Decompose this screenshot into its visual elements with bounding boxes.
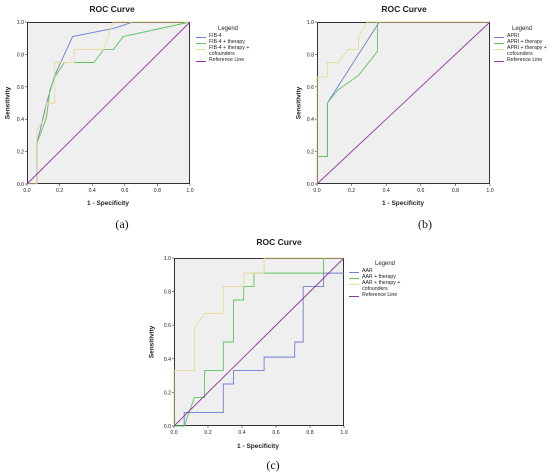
x-tick-label: 0.2 <box>204 430 211 436</box>
y-tick-label: 0.2 <box>17 150 24 156</box>
x-axis-label: 1 - Specificity <box>237 443 279 450</box>
legend-label: Reference Line <box>362 292 398 299</box>
legend-swatch <box>494 36 504 38</box>
chart-title: ROC Curve <box>256 237 302 247</box>
legend-item: Reference Line <box>349 293 421 299</box>
legend-swatch <box>494 42 504 44</box>
legend-item: APRI + therapy <box>494 40 550 46</box>
y-tick-label: 1.0 <box>164 256 171 262</box>
x-tick-label: 0.6 <box>272 430 279 436</box>
y-tick-label: 0.4 <box>164 357 171 363</box>
x-tick-label: 0.4 <box>238 430 245 436</box>
y-tick-label: 0.8 <box>307 52 314 58</box>
series-line-apri-therapy-cofounders <box>316 21 490 184</box>
x-tick-label: 0.2 <box>348 188 355 194</box>
legend-swatch <box>494 49 504 51</box>
legend-label: APRI + therapy <box>507 39 543 46</box>
legend-swatch <box>349 295 359 297</box>
legend-label: AAR + therapy + cofounders <box>362 280 401 292</box>
legend-swatch <box>349 271 359 273</box>
x-tick-label: 1.0 <box>186 188 193 194</box>
chart-title: ROC Curve <box>381 4 427 14</box>
series-line-apri-therapy <box>316 21 490 184</box>
legend-swatch <box>196 49 206 51</box>
x-tick-label: 0.8 <box>452 188 459 194</box>
series-line-reference-line <box>26 21 191 185</box>
legend-item: FIB-4 <box>196 33 260 40</box>
y-tick-label: 1.0 <box>307 20 314 26</box>
y-tick-label: 0.6 <box>17 85 24 91</box>
legend-item: FIB-4 + therapy <box>196 40 260 46</box>
x-tick-label: 0.6 <box>121 188 128 194</box>
x-tick-label: 1.0 <box>340 430 347 436</box>
y-tick-label: 0.2 <box>164 390 171 396</box>
y-tick-label: 0.8 <box>17 52 24 58</box>
legend-item: APRI <box>494 33 550 40</box>
legend-item: FIB-4 + therapy + cofounders <box>196 46 260 57</box>
chart-title: ROC Curve <box>89 4 135 14</box>
series-line-aar-therapy <box>174 257 344 427</box>
legend-swatch <box>494 60 504 62</box>
legend-item: AAR + therapy <box>349 275 421 281</box>
y-tick-label: 0.8 <box>164 290 171 296</box>
y-tick-label: 0.0 <box>17 182 24 188</box>
panel-label: (c) <box>266 458 280 472</box>
legend-label: AAR + therapy <box>362 274 396 281</box>
y-tick-label: 0.0 <box>164 424 171 430</box>
legend-label: Reference Line <box>209 57 245 64</box>
legend-swatch <box>349 277 359 279</box>
legend-title: Legend <box>217 26 239 32</box>
x-tick-label: 0.0 <box>170 430 177 436</box>
legend-swatch <box>349 284 359 286</box>
legend: Legend FIB-4 FIB-4 + therapy FIB-4 + the… <box>196 26 260 64</box>
x-tick-label: 0.8 <box>306 430 313 436</box>
y-tick-label: 0.6 <box>164 323 171 329</box>
x-tick-label: 0.2 <box>56 188 63 194</box>
x-tick-label: 0.4 <box>89 188 96 194</box>
legend-label: Reference Line <box>507 57 543 64</box>
legend: Legend APRI APRI + therapy APRI + therap… <box>494 26 550 64</box>
legend-item: Reference Line <box>196 58 260 64</box>
legend-title: Legend <box>374 261 396 267</box>
x-tick-label: 1.0 <box>486 188 493 194</box>
legend-label: FIB-4 + therapy + cofounders <box>209 45 250 57</box>
x-tick-label: 0.0 <box>313 188 320 194</box>
y-tick-label: 0.2 <box>307 150 314 156</box>
legend-item: Reference Line <box>494 58 550 64</box>
legend-item: AAR <box>349 268 421 275</box>
legend-title: Legend <box>511 26 533 32</box>
panel-label: (a) <box>115 217 129 231</box>
legend-swatch <box>196 36 206 38</box>
series-line-fib-4-therapy-cofounders <box>27 21 190 185</box>
legend-swatch <box>196 60 206 62</box>
panel-label: (b) <box>418 217 432 231</box>
legend-swatch <box>196 42 206 44</box>
series-line-reference-line <box>316 21 491 185</box>
legend-label: FIB-4 + therapy <box>209 39 245 46</box>
x-tick-label: 0.4 <box>383 188 390 194</box>
legend: Legend AAR AAR + therapy AAR + therapy +… <box>349 261 421 299</box>
y-tick-label: 1.0 <box>17 20 24 26</box>
legend-label: AAR <box>362 268 373 274</box>
legend-item: APRI + therapy + cofounders <box>494 46 550 57</box>
legend-label: APRI <box>507 33 520 39</box>
series-line-aar-therapy-cofounders <box>173 257 344 426</box>
y-tick-label: 0.4 <box>307 117 314 123</box>
x-axis-label: 1 - Specificity <box>382 200 424 207</box>
legend-label: APRI + therapy + cofounders <box>507 45 547 57</box>
series-line-reference-line <box>173 257 345 427</box>
y-tick-label: 0.4 <box>17 117 24 123</box>
y-tick-label: 0.6 <box>307 85 314 91</box>
x-tick-label: 0.0 <box>23 188 30 194</box>
x-tick-label: 0.6 <box>417 188 424 194</box>
legend-item: AAR + therapy + cofounders <box>349 281 421 292</box>
legend-label: FIB-4 <box>209 33 222 39</box>
x-tick-label: 0.8 <box>154 188 161 194</box>
x-axis-label: 1 - Specificity <box>87 200 129 207</box>
y-tick-label: 0.0 <box>307 182 314 188</box>
series-line-aar <box>174 272 344 427</box>
